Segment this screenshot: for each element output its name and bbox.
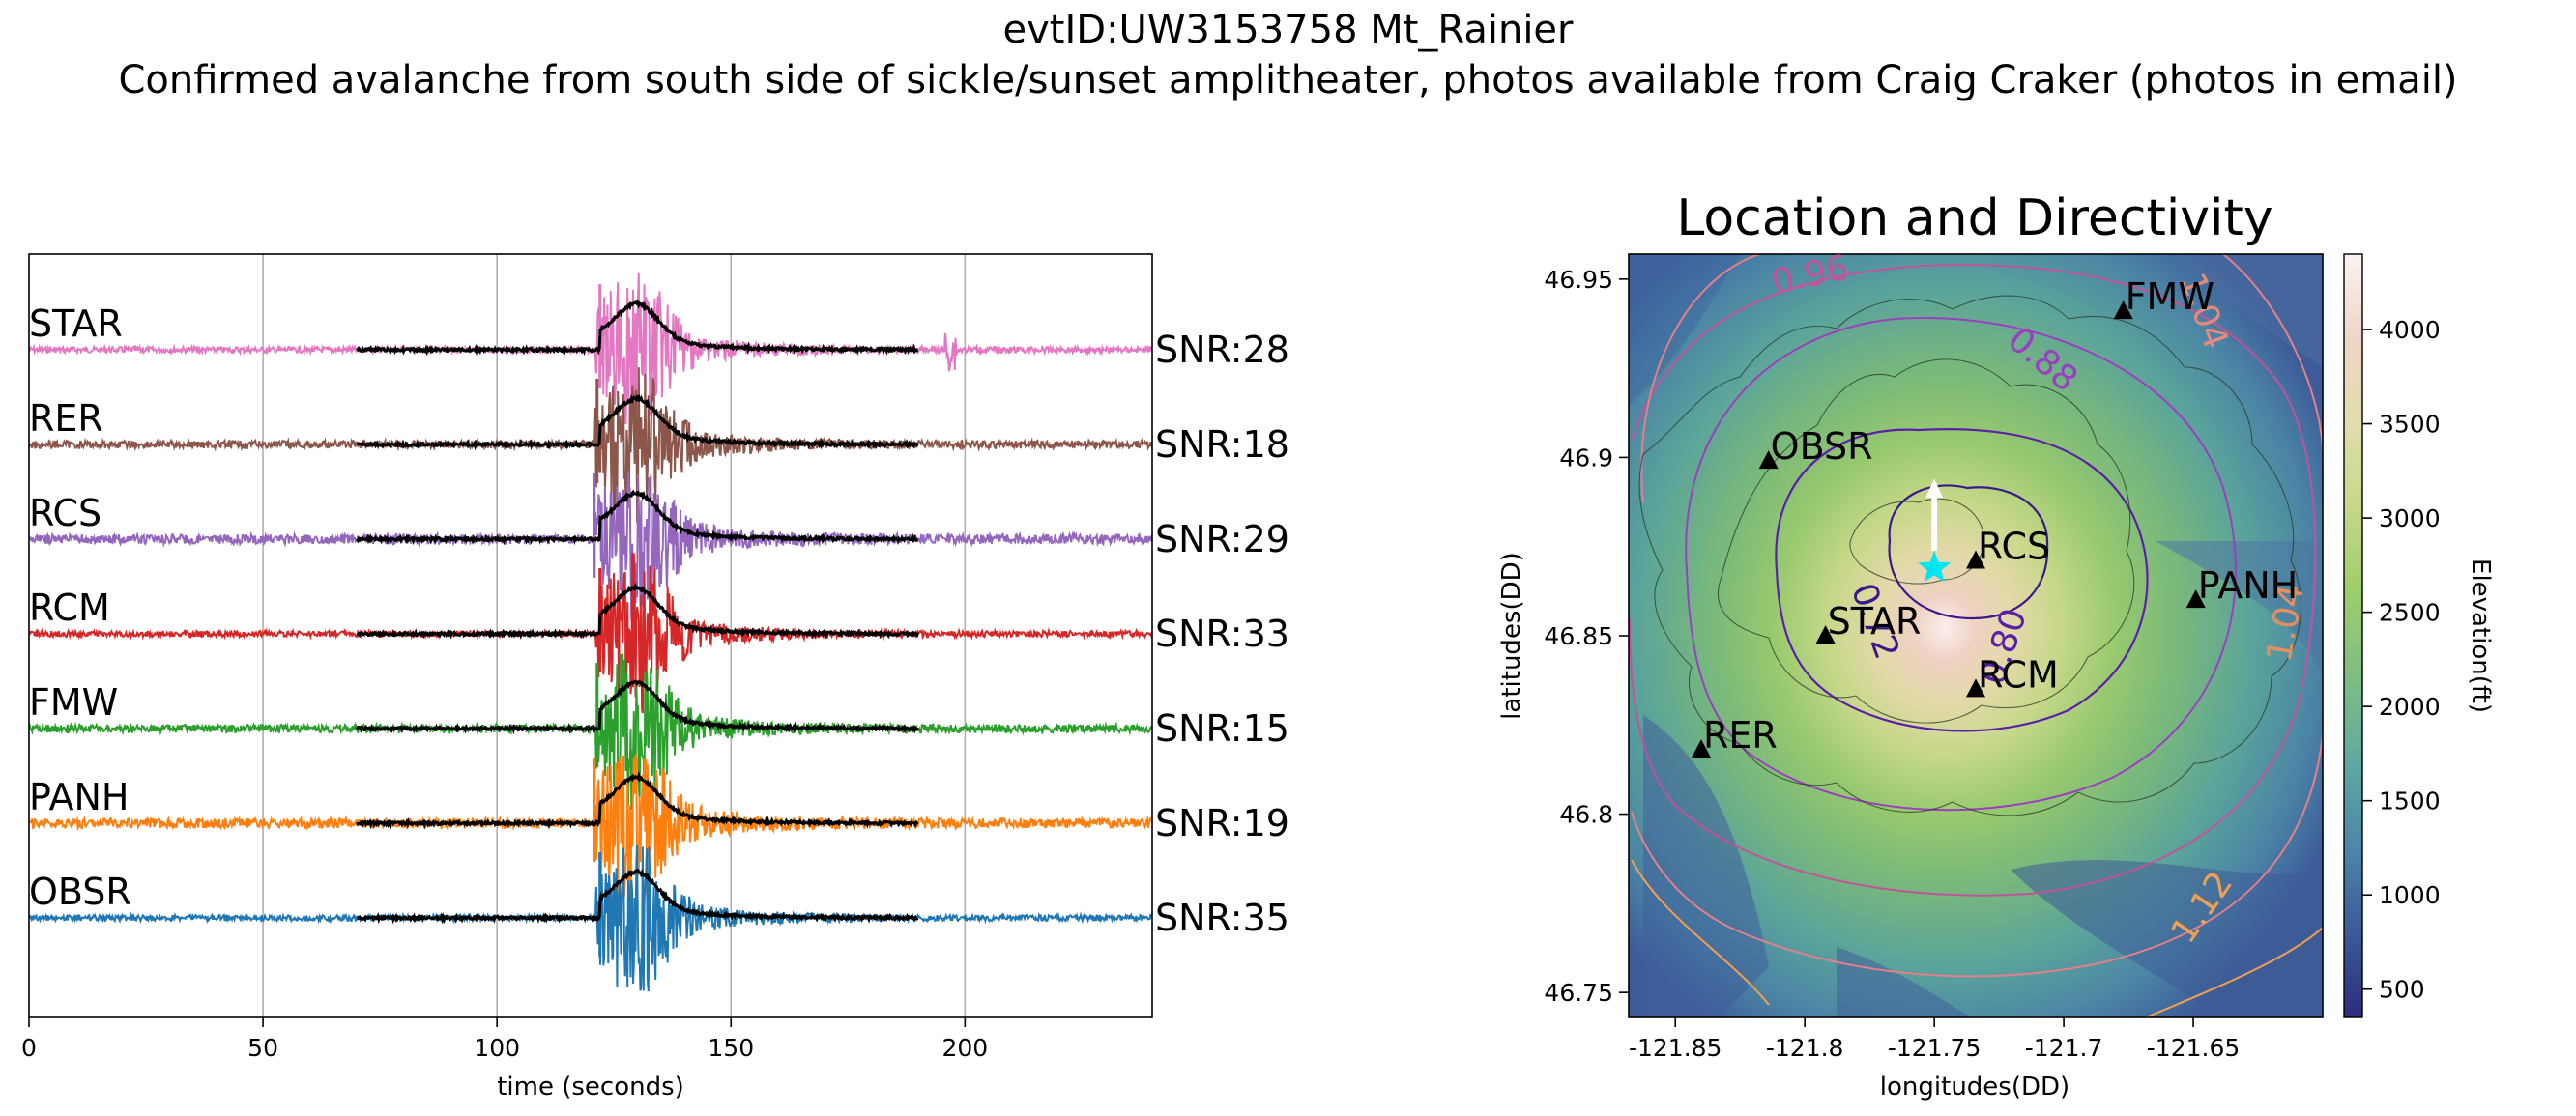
envelope-fmw [356,679,919,735]
station-triangle-rcm [1966,678,1985,698]
colorbar-label: Elevation(ft) [2466,558,2495,713]
time-tick-label: 100 [474,1034,520,1062]
map-station-label-star: STAR [1828,600,1922,643]
lon-tick-label: -121.65 [2147,1034,2241,1062]
lon-tick-label: -121.7 [2025,1034,2103,1062]
waveform-obsr [29,844,1152,992]
map-station-label-rcs: RCS [1978,525,2050,567]
map-station-label-fmw: FMW [2126,275,2214,318]
colorbar-tick-label: 1500 [2379,787,2441,816]
station-label-rcm: RCM [29,587,110,629]
map-station-label-rer: RER [1703,714,1778,757]
station-triangle-rer [1692,739,1712,758]
station-label-rer: RER [29,397,103,440]
map-x-axis-label: longitudes(DD) [1880,1073,2069,1102]
topographic-contours [1638,295,2301,816]
station-triangle-rcs [1966,550,1985,569]
lat-tick-label: 46.75 [1544,979,1613,1007]
envelope-rer [356,393,919,451]
colorbar-tick-label: 3000 [2379,504,2441,532]
waveform-panh [29,754,1152,903]
x-axis-label: time (seconds) [497,1073,684,1102]
lat-tick-label: 46.85 [1544,622,1613,650]
envelope-star [356,300,918,357]
map-title: Location and Directivity [1676,189,2272,247]
colorbar-tick-label: 1000 [2379,881,2441,909]
lat-tick-label: 46.95 [1544,266,1613,294]
directivity-contours [1629,254,2323,1017]
time-tick-label: 200 [941,1034,988,1062]
station-triangle-obsr [1758,450,1779,470]
waveform-traces [29,272,1152,992]
figure-suptitle-line1: evtID:UW3153758 Mt_Rainier [1002,8,1574,52]
lat-tick-label: 46.8 [1559,801,1613,829]
elevation-colorbar [2343,253,2363,1018]
station-labels: STAR SNR:28 RER SNR:18 RCS SNR:29 RCM SNR:33 FMW… [29,302,1289,939]
directivity-arrowhead [1925,478,1944,499]
station-label-obsr: OBSR [29,871,131,913]
colorbar-tick-label: 2500 [2379,599,2441,627]
location-map-panel: Location and Directivity [1497,189,2495,1102]
station-triangle-star [1815,625,1836,644]
envelope-panh [356,770,919,830]
time-axis-ticks: 0 50 100 150 200 [21,1017,988,1062]
snr-label-rcs: SNR:29 [1155,518,1289,560]
envelope-rcs [356,489,918,546]
snr-label-rcm: SNR:33 [1155,613,1289,655]
terrain-valleys [1629,254,2323,1017]
snr-label-fmw: SNR:15 [1155,707,1289,750]
snr-label-obsr: SNR:35 [1155,897,1289,939]
station-triangle-fmw [2113,300,2133,320]
snr-label-star: SNR:28 [1155,329,1289,371]
map-station-label-obsr: OBSR [1771,425,1873,468]
station-label-panh: PANH [29,776,129,818]
time-tick-label: 50 [247,1034,278,1062]
snr-label-panh: SNR:19 [1155,802,1289,844]
envelope-obsr [357,869,919,925]
envelope-rcm [356,582,920,640]
map-y-axis-label: latitudes(DD) [1497,552,1526,720]
station-label-fmw: FMW [29,681,118,724]
colorbar-ticks: 500 1000 1500 2000 2500 3000 3500 4000 [2362,316,2441,1004]
colorbar-tick-label: 3500 [2379,411,2441,439]
seismogram-axes-frame [28,253,1153,1018]
waveform-fmw [29,653,1152,811]
time-tick-label: 0 [21,1034,37,1062]
seismogram-panel: 0 50 100 150 200 STAR SNR:28 RER SNR:18 RCS SNR:2… [21,253,1289,1102]
snr-label-rer: SNR:18 [1155,423,1289,466]
station-label-star: STAR [29,302,123,345]
colorbar-tick-label: 2000 [2379,693,2441,721]
lat-tick-label: 46.9 [1559,444,1613,472]
colorbar-tick-label: 4000 [2379,316,2441,344]
time-tick-label: 150 [708,1034,754,1062]
waveform-rcs [29,471,1152,622]
station-label-rcs: RCS [29,492,101,534]
waveform-star [29,272,1152,425]
source-location-star [1918,550,1952,583]
figure-suptitle-line2: Confirmed avalanche from south side of s… [118,58,2458,102]
colorbar-tick-label: 500 [2379,976,2425,1004]
lon-tick-label: -121.8 [1766,1034,1844,1062]
lon-tick-label: -121.85 [1629,1034,1722,1062]
map-station-label-rcm: RCM [1978,653,2059,696]
map-station-label-panh: PANH [2198,564,2298,607]
station-triangle-panh [2185,589,2206,609]
map-axis-ticks: -121.85 -121.8 -121.75 -121.7 -121.65 46.75 46… [1544,266,2240,1062]
lon-tick-label: -121.75 [1888,1034,1982,1062]
